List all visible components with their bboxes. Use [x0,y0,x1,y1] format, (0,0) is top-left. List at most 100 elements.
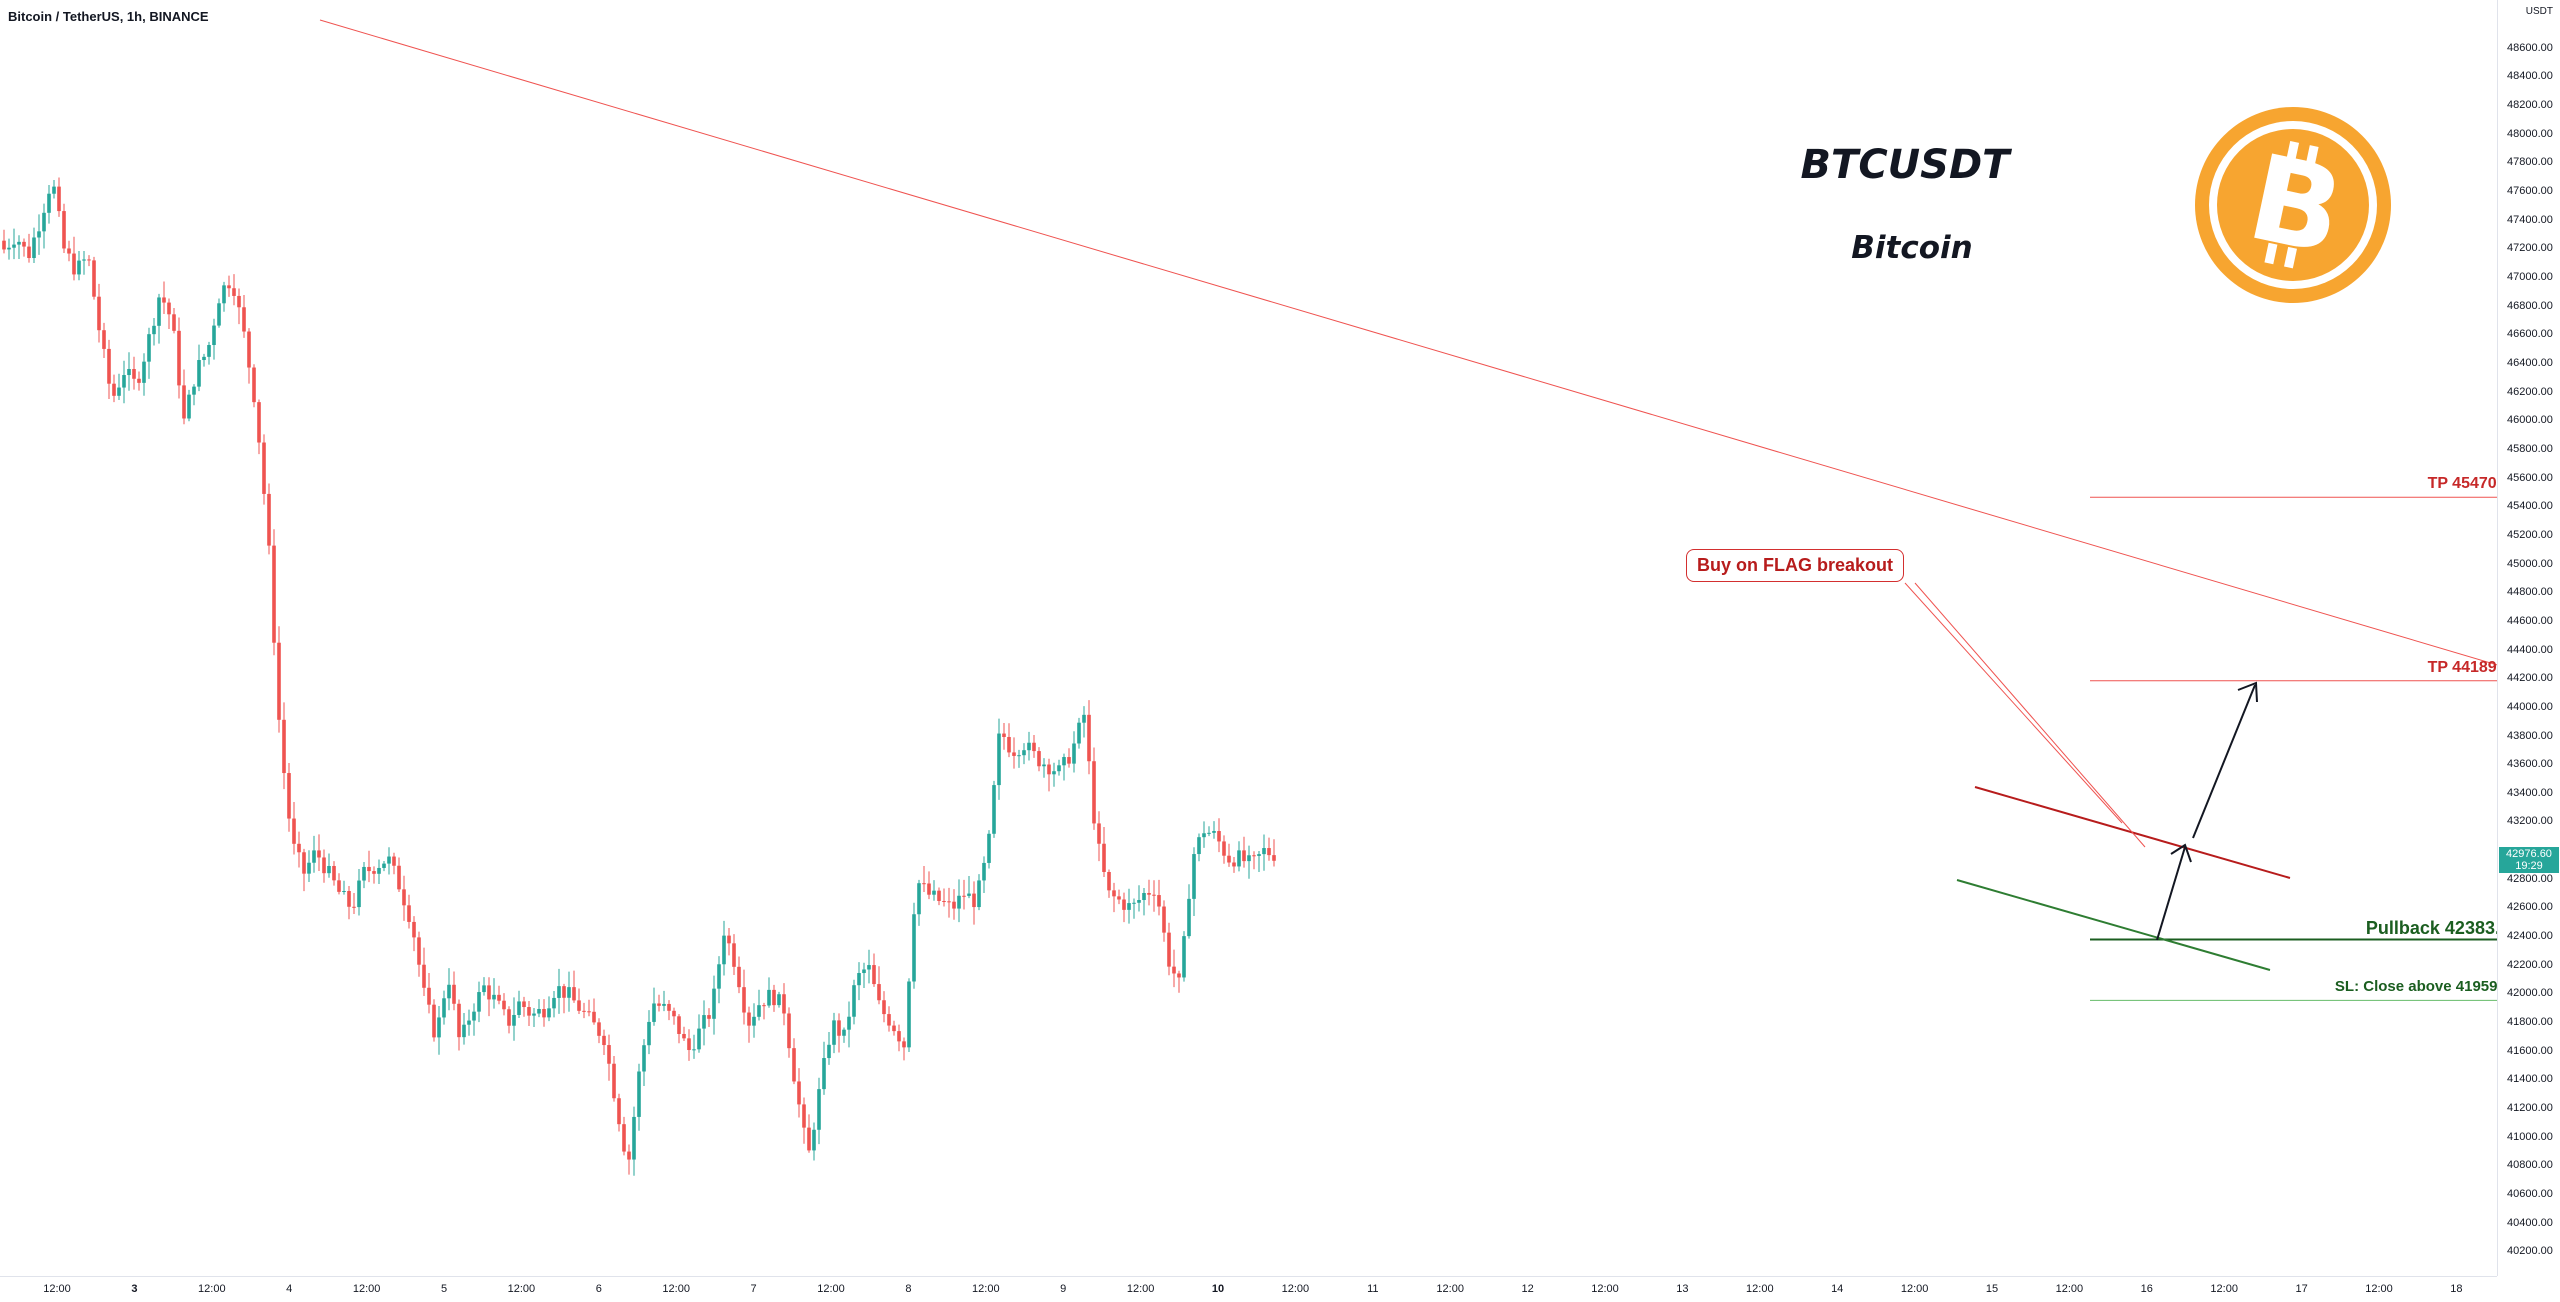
candle-body [1167,932,1171,967]
flag-breakout-callout[interactable]: Buy on FLAG breakout [1686,549,1905,582]
time-tick: 13 [1676,1283,1689,1295]
time-tick: 17 [2295,1283,2308,1295]
candle-body [442,998,446,1018]
price-tick: 42400.00 [2507,930,2553,943]
pullback-label[interactable]: Pullback 42383.0 [2365,917,2510,938]
time-tick: 12:00 [972,1283,1000,1295]
candle-body [727,935,731,944]
candle-body [892,1025,896,1032]
candle-body [737,966,741,988]
time-axis[interactable]: 12:00 3 12:00 4 12:00 5 12:00 6 12:00 7 12:00 8 12:0… [0,1276,2497,1302]
price-tick: 44000.00 [2507,700,2553,713]
candle-body [162,297,166,303]
candle-body [1232,862,1236,867]
candle-body [467,1020,471,1025]
time-tick: 7 [750,1283,757,1295]
candle-body [877,984,881,1001]
candle-body [1172,966,1176,974]
candle-body [577,1000,581,1011]
candle-body [902,1041,906,1048]
candle-body [612,1063,616,1099]
candle-body [297,843,301,853]
candle-body [207,345,211,357]
price-tick: 47600.00 [2507,184,2553,197]
candle-body [32,237,36,259]
resistance-trendline [319,19,2497,666]
candle-body [982,862,986,881]
candle-body [717,964,721,989]
candle-body [897,1031,901,1042]
candle-body [587,1011,591,1013]
stop-loss-label[interactable]: SL: Close above 41959.0 [2334,978,2510,996]
candle-body [822,1058,826,1090]
bitcoin-logo-icon: B [2195,107,2391,303]
candle-body [842,1029,846,1036]
time-tick: 12:00 [1591,1283,1619,1295]
candle-body [917,883,921,915]
time-tick: 3 [131,1283,138,1295]
symbol-header[interactable]: Bitcoin / TetherUS, 1h, BINANCE [8,9,209,24]
candle-body [197,360,201,387]
candle-body [432,1004,436,1038]
candle-body [947,901,951,903]
candle-body [187,394,191,419]
candle-body [212,325,216,346]
candle-body [192,386,196,395]
candle-body [147,334,151,362]
candle-body [672,1010,676,1017]
price-tick: 45200.00 [2507,528,2553,541]
candle-body [1127,903,1131,910]
price-tick: 42600.00 [2507,901,2553,914]
price-tick: 43200.00 [2507,815,2553,828]
candle-body [767,989,771,1006]
candle-body [787,1013,791,1049]
candle-body [137,378,141,383]
arrow-head [2170,843,2192,863]
candle-body [542,1008,546,1018]
candle-body [267,493,271,546]
candle-body [202,356,206,361]
time-tick: 12:00 [507,1283,536,1295]
price-tick: 40200.00 [2507,1245,2553,1258]
candle-body [397,865,401,890]
candle-body [632,1116,636,1160]
price-tick: 48400.00 [2507,70,2553,83]
candle-body [807,1127,811,1151]
candle-body [792,1048,796,1082]
candle-body [1122,899,1126,910]
candle-body [97,296,101,331]
candle-body [812,1129,816,1151]
candle-body [352,906,356,908]
price-tick: 47400.00 [2507,213,2553,226]
candle-body [312,850,316,863]
price-tick: 48600.00 [2507,41,2553,54]
candle-body [957,895,961,909]
candle-body [572,987,576,1001]
time-tick: 12:00 [662,1283,690,1295]
time-tick: 12:00 [1126,1283,1155,1295]
candle-body [282,719,286,774]
candle-body [7,247,11,250]
price-tick: 41400.00 [2507,1073,2553,1086]
candle-body [1272,855,1276,861]
candle-body [247,331,251,368]
candle-body [502,1000,506,1010]
candle-body [662,1003,666,1006]
candle-body [342,891,346,893]
candle-body [72,253,76,275]
candle-body [567,987,571,998]
price-tick: 43600.00 [2507,758,2553,771]
candle-body [62,211,66,249]
candle-body [157,297,161,326]
candle-body [772,989,776,1006]
tp2-label[interactable]: TP 45470.0 [2427,475,2510,493]
candle-body [232,288,236,296]
tp1-label[interactable]: TP 44189.0 [2427,658,2510,676]
time-tick: 4 [286,1283,293,1295]
candle-body [1192,854,1196,899]
price-chart[interactable] [0,0,2497,1276]
price-axis[interactable]: USDT 48600.00 48400.00 48200.00 48000.00 478… [2497,0,2560,1276]
price-tick: 42200.00 [2507,958,2553,971]
candle-body [1247,855,1251,862]
candle-body [942,900,946,902]
